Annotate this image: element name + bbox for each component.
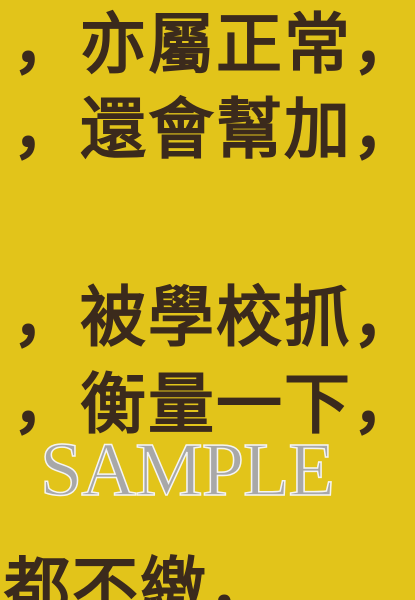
text-line: ，被學校抓， [12,279,415,356]
text-line: ，還會幫加， [12,91,415,168]
text-line: ，衡量一下， [12,366,415,443]
text-line: ，亦屬正常， [12,6,415,83]
text-line: 都不繳， [4,550,276,600]
watermark: SAMPLE [39,428,335,512]
